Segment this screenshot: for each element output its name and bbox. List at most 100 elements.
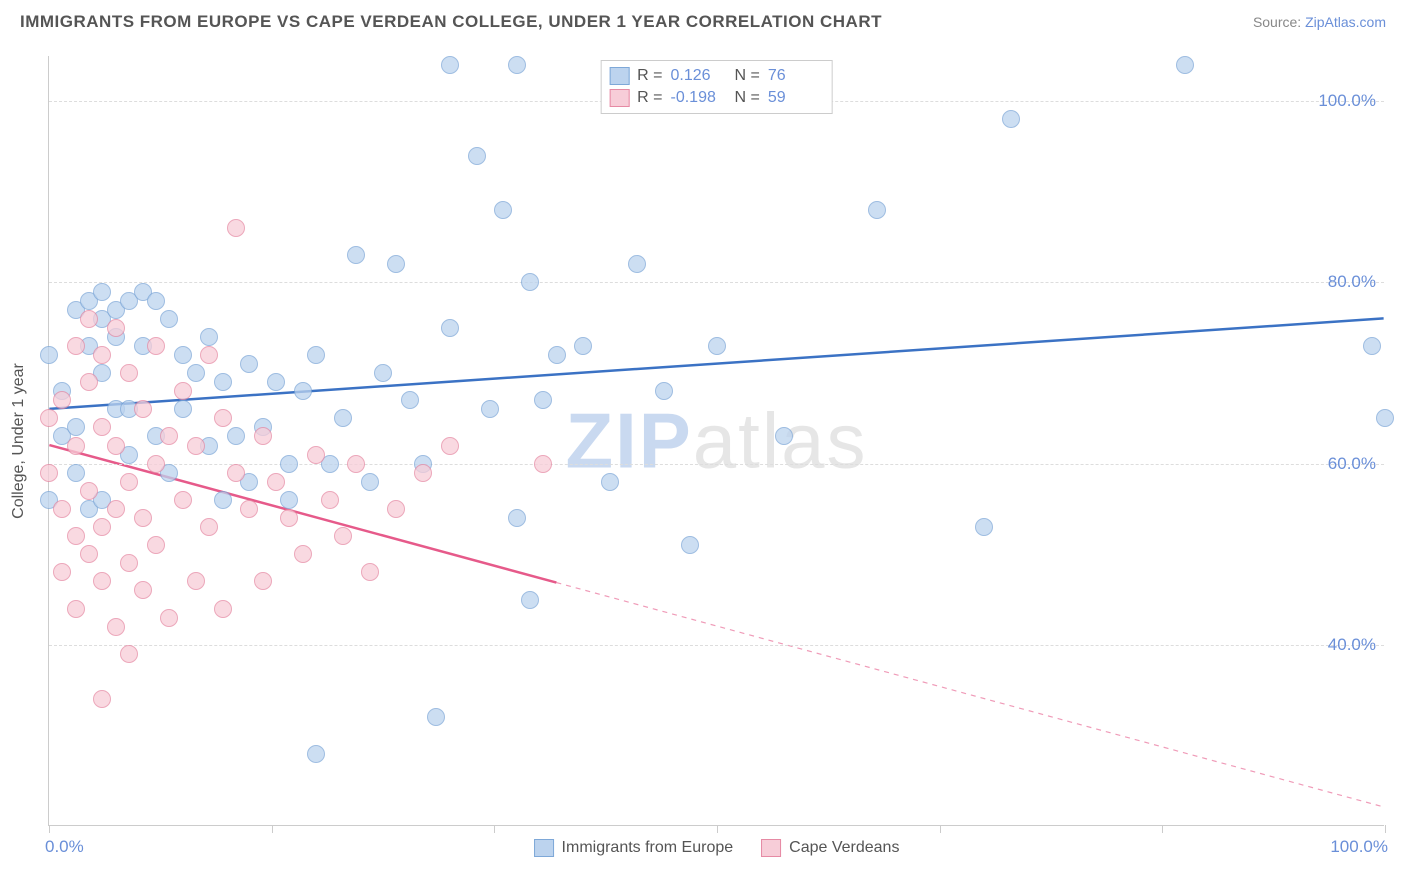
scatter-point-europe [655, 382, 673, 400]
x-tick [940, 825, 941, 833]
scatter-point-capeverde [254, 572, 272, 590]
x-tick [1162, 825, 1163, 833]
gridline [49, 464, 1384, 465]
legend-series: Immigrants from Europe Cape Verdeans [534, 839, 900, 857]
legend-label-europe: Immigrants from Europe [562, 839, 734, 857]
scatter-point-capeverde [107, 437, 125, 455]
scatter-point-europe [1376, 409, 1394, 427]
scatter-point-europe [187, 364, 205, 382]
scatter-point-capeverde [120, 364, 138, 382]
scatter-point-europe [441, 319, 459, 337]
gridline [49, 645, 1384, 646]
scatter-point-capeverde [307, 446, 325, 464]
scatter-point-europe [227, 427, 245, 445]
scatter-point-europe [601, 473, 619, 491]
scatter-point-capeverde [107, 319, 125, 337]
scatter-point-capeverde [160, 609, 178, 627]
scatter-point-europe [93, 283, 111, 301]
y-axis-label: 40.0% [1328, 635, 1376, 655]
scatter-point-europe [708, 337, 726, 355]
scatter-point-europe [494, 201, 512, 219]
scatter-point-europe [307, 745, 325, 763]
scatter-point-capeverde [187, 572, 205, 590]
scatter-point-capeverde [147, 455, 165, 473]
legend-r-label: R = [637, 89, 662, 107]
scatter-point-capeverde [53, 500, 71, 518]
scatter-point-capeverde [40, 409, 58, 427]
scatter-point-europe [374, 364, 392, 382]
scatter-point-capeverde [214, 600, 232, 618]
chart-title: IMMIGRANTS FROM EUROPE VS CAPE VERDEAN C… [20, 12, 882, 32]
scatter-point-europe [1363, 337, 1381, 355]
trendline-capeverde-dashed [556, 583, 1383, 807]
scatter-point-capeverde [347, 455, 365, 473]
scatter-point-capeverde [280, 509, 298, 527]
x-tick [717, 825, 718, 833]
scatter-point-capeverde [441, 437, 459, 455]
scatter-point-capeverde [93, 572, 111, 590]
scatter-point-europe [347, 246, 365, 264]
scatter-point-capeverde [67, 337, 85, 355]
legend-r-label: R = [637, 67, 662, 85]
scatter-point-europe [868, 201, 886, 219]
scatter-point-capeverde [134, 509, 152, 527]
x-tick [494, 825, 495, 833]
x-tick [49, 825, 50, 833]
legend-n-value-europe: 76 [768, 67, 824, 85]
scatter-point-europe [628, 255, 646, 273]
legend-label-capeverde: Cape Verdeans [789, 839, 899, 857]
scatter-point-europe [521, 273, 539, 291]
scatter-point-capeverde [67, 600, 85, 618]
y-axis-label: 100.0% [1318, 91, 1376, 111]
scatter-point-capeverde [200, 518, 218, 536]
scatter-point-europe [67, 418, 85, 436]
scatter-point-capeverde [80, 482, 98, 500]
scatter-point-europe [40, 346, 58, 364]
scatter-point-capeverde [67, 437, 85, 455]
y-axis-title: College, Under 1 year [10, 363, 28, 519]
scatter-point-europe [174, 346, 192, 364]
scatter-point-europe [427, 708, 445, 726]
scatter-point-capeverde [107, 500, 125, 518]
scatter-point-capeverde [174, 382, 192, 400]
scatter-point-capeverde [160, 427, 178, 445]
scatter-point-europe [681, 536, 699, 554]
source-link[interactable]: ZipAtlas.com [1305, 14, 1386, 30]
scatter-point-capeverde [534, 455, 552, 473]
scatter-point-europe [147, 292, 165, 310]
x-tick [1385, 825, 1386, 833]
scatter-point-capeverde [93, 690, 111, 708]
legend-r-value-europe: 0.126 [671, 67, 727, 85]
scatter-point-europe [534, 391, 552, 409]
scatter-point-capeverde [134, 581, 152, 599]
scatter-point-capeverde [174, 491, 192, 509]
scatter-point-capeverde [240, 500, 258, 518]
scatter-chart: ZIPatlas College, Under 1 year 40.0%60.0… [48, 56, 1384, 826]
trend-lines-svg [49, 56, 1384, 825]
scatter-point-capeverde [80, 545, 98, 563]
legend-n-label: N = [735, 89, 760, 107]
scatter-point-europe [775, 427, 793, 445]
scatter-point-capeverde [120, 473, 138, 491]
scatter-point-capeverde [227, 464, 245, 482]
scatter-point-capeverde [120, 645, 138, 663]
legend-r-value-capeverde: -0.198 [671, 89, 727, 107]
scatter-point-europe [468, 147, 486, 165]
scatter-point-capeverde [414, 464, 432, 482]
scatter-point-europe [280, 455, 298, 473]
scatter-point-capeverde [80, 310, 98, 328]
source-label: Source: ZipAtlas.com [1253, 14, 1386, 30]
scatter-point-europe [975, 518, 993, 536]
scatter-point-capeverde [214, 409, 232, 427]
scatter-point-capeverde [254, 427, 272, 445]
scatter-point-capeverde [267, 473, 285, 491]
y-axis-label: 80.0% [1328, 272, 1376, 292]
scatter-point-europe [240, 355, 258, 373]
scatter-point-capeverde [107, 618, 125, 636]
scatter-point-capeverde [294, 545, 312, 563]
scatter-point-europe [294, 382, 312, 400]
scatter-point-capeverde [93, 346, 111, 364]
scatter-point-capeverde [334, 527, 352, 545]
legend-swatch-europe [534, 839, 554, 857]
scatter-point-europe [481, 400, 499, 418]
